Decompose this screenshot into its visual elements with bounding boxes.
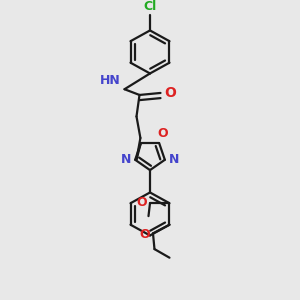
- Text: N: N: [169, 153, 179, 166]
- Text: O: O: [158, 127, 168, 140]
- Text: O: O: [140, 228, 150, 241]
- Text: N: N: [121, 153, 131, 166]
- Text: HN: HN: [100, 74, 121, 87]
- Text: O: O: [136, 196, 147, 209]
- Text: O: O: [164, 86, 176, 100]
- Text: Cl: Cl: [143, 0, 157, 13]
